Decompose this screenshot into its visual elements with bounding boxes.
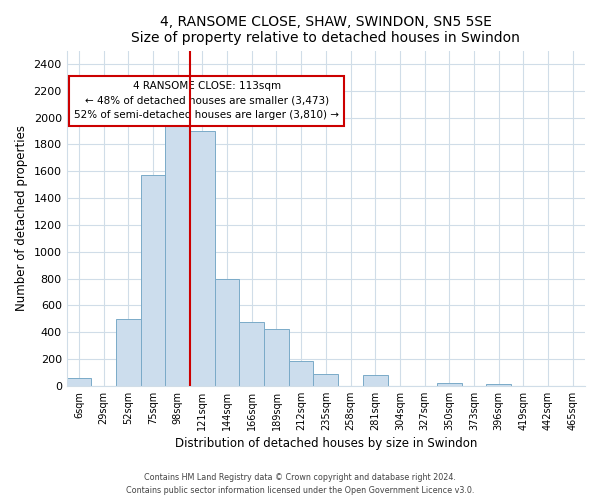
Text: Contains HM Land Registry data © Crown copyright and database right 2024.
Contai: Contains HM Land Registry data © Crown c… bbox=[126, 473, 474, 495]
Bar bbox=[264, 330, 289, 386]
Bar bbox=[486, 384, 511, 386]
Bar bbox=[166, 124, 190, 386]
Bar bbox=[239, 322, 264, 386]
Bar bbox=[313, 374, 338, 386]
Bar bbox=[67, 378, 91, 386]
Title: 4, RANSOME CLOSE, SHAW, SWINDON, SN5 5SE
Size of property relative to detached h: 4, RANSOME CLOSE, SHAW, SWINDON, SN5 5SE… bbox=[131, 15, 520, 45]
X-axis label: Distribution of detached houses by size in Swindon: Distribution of detached houses by size … bbox=[175, 437, 477, 450]
Bar bbox=[141, 176, 166, 386]
Text: 4 RANSOME CLOSE: 113sqm
← 48% of detached houses are smaller (3,473)
52% of semi: 4 RANSOME CLOSE: 113sqm ← 48% of detache… bbox=[74, 80, 339, 120]
Y-axis label: Number of detached properties: Number of detached properties bbox=[15, 125, 28, 311]
Bar bbox=[215, 278, 239, 386]
Bar bbox=[289, 361, 313, 386]
Bar bbox=[437, 383, 461, 386]
Bar bbox=[116, 319, 141, 386]
Bar bbox=[190, 131, 215, 386]
Bar bbox=[363, 375, 388, 386]
